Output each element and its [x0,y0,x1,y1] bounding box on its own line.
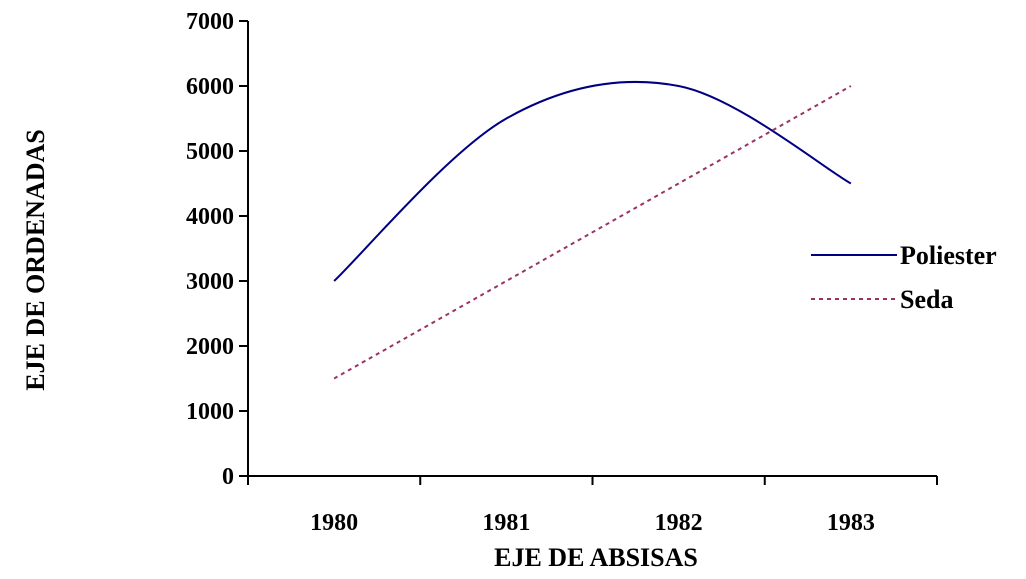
x-axis-ticks: 1980 1981 1982 1983 [247,476,938,536]
y-tick-label: 2000 [186,334,234,360]
y-tick-label: 6000 [186,74,234,100]
y-axis-title: EJE DE ORDENADAS [21,129,50,391]
series-line-poliester [333,81,852,282]
y-tick-label: 4000 [186,204,234,230]
y-tick-label: 7000 [186,9,234,35]
y-tick-label: 1000 [186,399,234,425]
legend: Poliester Seda [811,241,997,314]
x-tick-label: 1982 [655,510,703,536]
series-line-seda [333,85,852,380]
y-tick-label: 3000 [186,269,234,295]
x-tick-label: 1983 [827,510,875,536]
series-layer [333,81,852,380]
legend-label-seda: Seda [900,285,953,314]
y-tick-label: 0 [222,464,234,490]
x-axis-title: EJE DE ABSISAS [494,543,698,572]
x-tick-label: 1980 [310,510,358,536]
y-axis-ticks: 0 1000 2000 3000 4000 5000 6000 7000 [186,9,248,490]
y-tick-label: 5000 [186,139,234,165]
x-tick-label: 1981 [482,510,530,536]
legend-label-poliester: Poliester [900,241,997,270]
